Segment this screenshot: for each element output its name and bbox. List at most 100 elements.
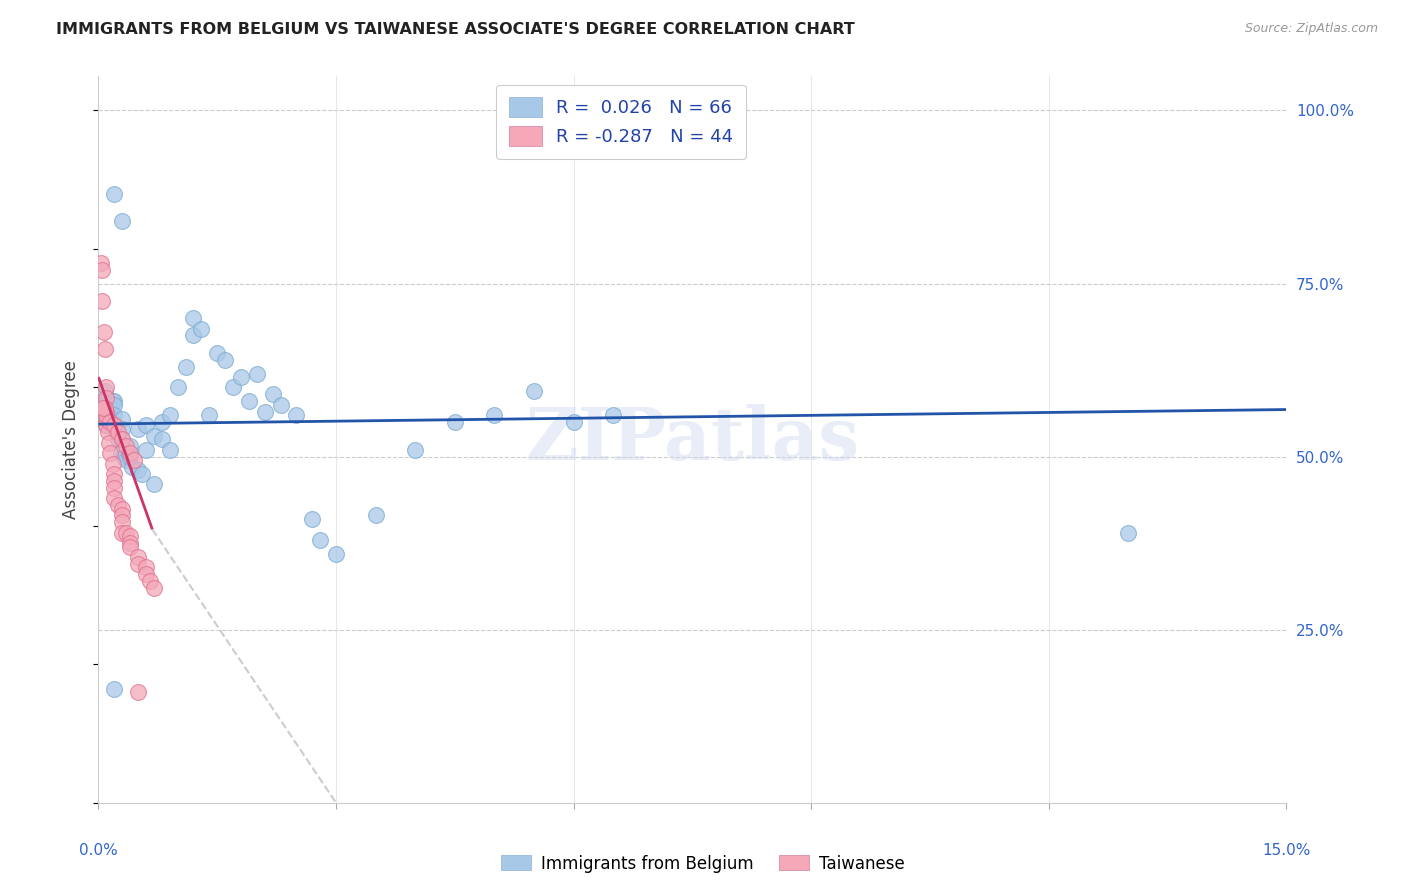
Point xyxy=(111,508,134,523)
Point xyxy=(91,401,114,416)
Point xyxy=(484,408,506,422)
Point xyxy=(262,387,284,401)
Point xyxy=(104,425,127,440)
Point xyxy=(101,394,124,409)
Point xyxy=(238,394,260,409)
Point xyxy=(120,446,142,460)
Point xyxy=(127,463,149,477)
Point xyxy=(207,345,229,359)
Text: ZIPatlas: ZIPatlas xyxy=(526,404,859,475)
Point xyxy=(90,256,112,270)
Point xyxy=(214,352,236,367)
Point xyxy=(98,401,121,416)
Point xyxy=(111,501,134,516)
Point xyxy=(127,422,149,436)
Point xyxy=(96,418,118,433)
Point xyxy=(404,442,426,457)
Point xyxy=(602,408,624,422)
Point xyxy=(127,549,149,564)
Point xyxy=(115,525,138,540)
Point xyxy=(103,394,125,409)
Point xyxy=(103,474,125,488)
Point xyxy=(96,391,118,405)
Point xyxy=(103,681,125,696)
Point xyxy=(120,536,142,550)
Point xyxy=(93,325,115,339)
Point xyxy=(325,547,347,561)
Point xyxy=(97,425,120,440)
Point xyxy=(364,508,387,523)
Point xyxy=(94,343,117,357)
Text: IMMIGRANTS FROM BELGIUM VS TAIWANESE ASSOCIATE'S DEGREE CORRELATION CHART: IMMIGRANTS FROM BELGIUM VS TAIWANESE ASS… xyxy=(56,22,855,37)
Point xyxy=(229,370,252,384)
Point xyxy=(94,401,117,416)
Point xyxy=(150,433,173,447)
Point xyxy=(246,367,269,381)
Point xyxy=(127,685,149,699)
Point xyxy=(120,439,142,453)
Point xyxy=(1116,525,1139,540)
Point xyxy=(142,477,165,491)
Point xyxy=(103,467,125,481)
Point xyxy=(198,408,221,422)
Point xyxy=(96,380,118,394)
Point xyxy=(253,404,276,418)
Point xyxy=(562,415,585,429)
Text: Source: ZipAtlas.com: Source: ZipAtlas.com xyxy=(1244,22,1378,36)
Legend: R =  0.026   N = 66, R = -0.287   N = 44: R = 0.026 N = 66, R = -0.287 N = 44 xyxy=(496,85,745,159)
Point xyxy=(96,418,118,433)
Point xyxy=(103,408,125,422)
Point xyxy=(96,394,118,409)
Point xyxy=(91,293,114,308)
Point xyxy=(270,398,292,412)
Point xyxy=(103,491,125,505)
Text: 0.0%: 0.0% xyxy=(79,843,118,858)
Point xyxy=(94,384,117,398)
Point xyxy=(166,380,188,394)
Point xyxy=(285,408,308,422)
Point xyxy=(131,467,153,481)
Point xyxy=(101,457,124,471)
Point xyxy=(142,429,165,443)
Point xyxy=(444,415,467,429)
Point xyxy=(107,498,129,512)
Point xyxy=(301,512,323,526)
Point xyxy=(159,408,181,422)
Point xyxy=(96,411,118,425)
Point xyxy=(523,384,546,398)
Point xyxy=(115,453,138,467)
Point xyxy=(115,439,138,453)
Point xyxy=(103,186,125,201)
Text: 15.0%: 15.0% xyxy=(1263,843,1310,858)
Point xyxy=(96,404,118,418)
Legend: Immigrants from Belgium, Taiwanese: Immigrants from Belgium, Taiwanese xyxy=(495,848,911,880)
Point xyxy=(120,529,142,543)
Point xyxy=(121,460,143,475)
Point xyxy=(135,418,157,433)
Point xyxy=(150,415,173,429)
Point xyxy=(222,380,245,394)
Point xyxy=(96,411,118,425)
Point xyxy=(159,442,181,457)
Point xyxy=(142,581,165,595)
Point xyxy=(103,418,125,433)
Point xyxy=(174,359,197,374)
Point xyxy=(122,453,145,467)
Point xyxy=(117,446,139,460)
Point xyxy=(110,446,132,460)
Point xyxy=(96,408,118,422)
Point xyxy=(120,540,142,554)
Point xyxy=(111,214,134,228)
Point xyxy=(103,418,125,433)
Point xyxy=(183,328,205,343)
Point xyxy=(127,557,149,571)
Point xyxy=(107,425,129,440)
Point xyxy=(135,560,157,574)
Point xyxy=(91,398,114,412)
Point xyxy=(135,567,157,582)
Point xyxy=(98,415,121,429)
Point xyxy=(91,262,114,277)
Point xyxy=(97,404,120,418)
Point xyxy=(135,442,157,457)
Point xyxy=(98,446,121,460)
